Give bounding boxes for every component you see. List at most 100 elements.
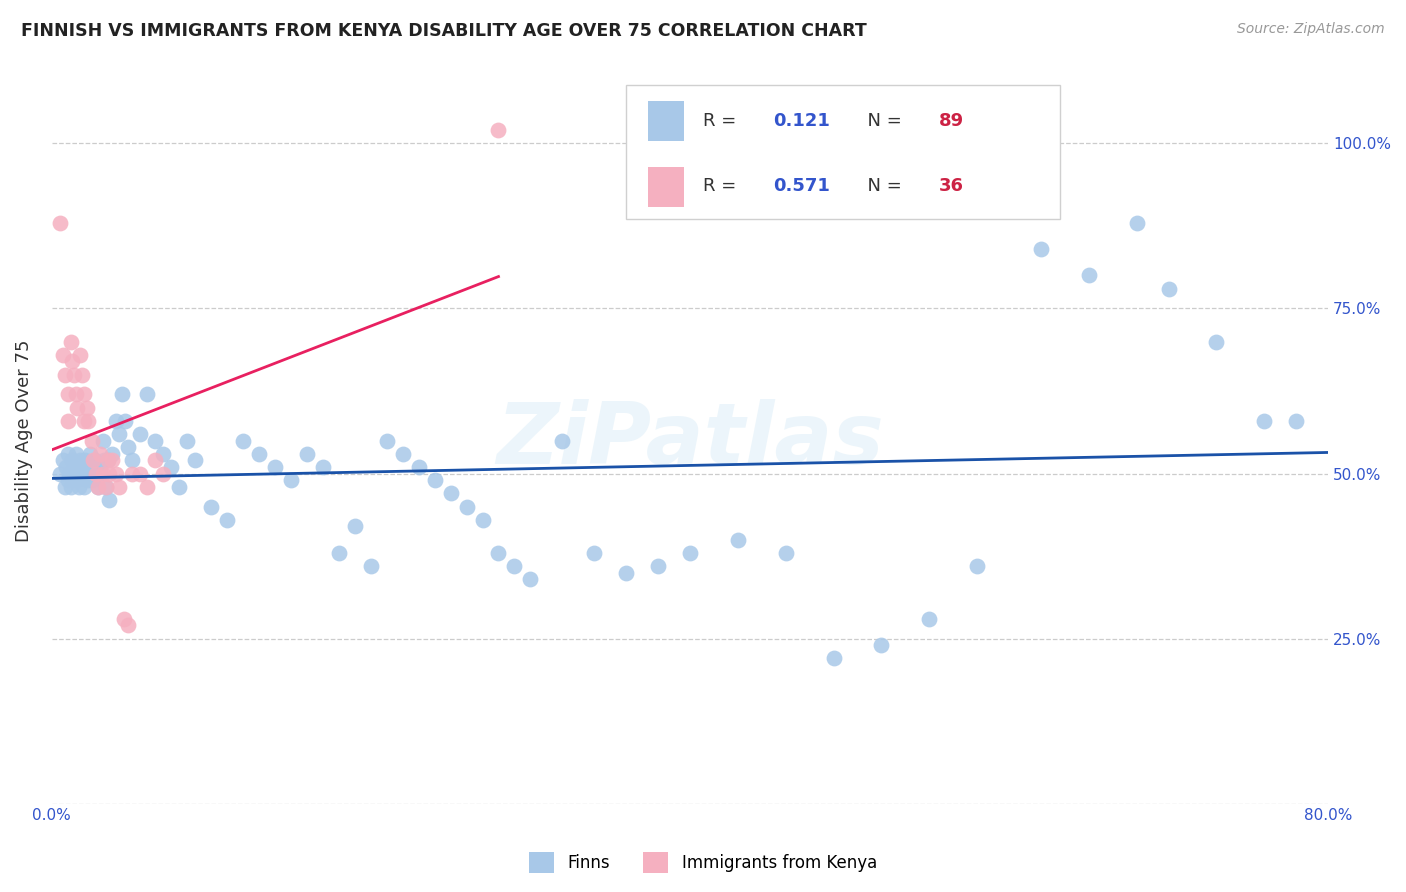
Point [56, 473, 79, 487]
Text: FINNISH VS IMMIGRANTS FROM KENYA DISABILITY AGE OVER 75 CORRELATION CHART: FINNISH VS IMMIGRANTS FROM KENYA DISABIL… [21, 22, 868, 40]
Point [152, 467, 174, 481]
Point [89, 447, 111, 461]
Point [63, 459, 86, 474]
Point [1029, 242, 1052, 256]
Point [488, 123, 510, 137]
Point [1253, 414, 1275, 428]
Point [79, 447, 101, 461]
Point [97, 453, 120, 467]
Point [583, 546, 606, 560]
Point [87, 480, 110, 494]
Point [439, 486, 461, 500]
Point [48, 467, 70, 481]
Point [66, 467, 89, 481]
Point [53, 368, 76, 382]
Point [104, 414, 127, 428]
Point [56, 447, 79, 461]
Point [112, 612, 135, 626]
Point [360, 558, 382, 573]
Point [117, 618, 139, 632]
Point [488, 546, 510, 560]
Point [128, 426, 150, 441]
Point [391, 447, 413, 461]
Point [73, 414, 96, 428]
Point [471, 513, 494, 527]
Point [145, 453, 167, 467]
Point [82, 453, 104, 467]
Point [65, 387, 87, 401]
Point [98, 492, 121, 507]
Point [519, 572, 541, 586]
Point [823, 651, 845, 665]
Point [69, 453, 91, 467]
Point [456, 500, 478, 514]
Point [117, 440, 139, 454]
Text: N =: N = [856, 178, 907, 195]
Point [966, 558, 988, 573]
Point [53, 480, 76, 494]
Point [73, 467, 96, 481]
Point [86, 467, 108, 481]
FancyBboxPatch shape [626, 85, 1060, 219]
Point [91, 434, 114, 448]
Point [152, 447, 174, 461]
Point [55, 459, 77, 474]
Point [679, 546, 702, 560]
Point [63, 368, 86, 382]
Point [423, 473, 446, 487]
Point [82, 473, 104, 487]
Point [48, 216, 70, 230]
Point [52, 453, 75, 467]
Point [775, 546, 797, 560]
Point [136, 387, 159, 401]
Text: 0.121: 0.121 [773, 112, 830, 130]
Point [107, 426, 129, 441]
Point [1205, 334, 1227, 349]
Point [89, 459, 111, 474]
Point [58, 467, 80, 481]
Point [614, 566, 637, 580]
Point [98, 467, 121, 481]
Text: Source: ZipAtlas.com: Source: ZipAtlas.com [1237, 22, 1385, 37]
Point [217, 513, 239, 527]
Point [101, 453, 124, 467]
Point [70, 459, 93, 474]
FancyBboxPatch shape [648, 167, 683, 207]
Point [89, 467, 111, 481]
Point [343, 519, 366, 533]
Point [80, 467, 103, 481]
Point [136, 480, 159, 494]
Point [727, 533, 749, 547]
FancyBboxPatch shape [648, 102, 683, 141]
Point [73, 480, 96, 494]
Point [232, 434, 254, 448]
Point [312, 459, 335, 474]
Point [1157, 282, 1180, 296]
Text: 36: 36 [939, 178, 965, 195]
Text: ZiPatlas: ZiPatlas [496, 399, 884, 482]
Point [62, 354, 84, 368]
Point [1125, 216, 1147, 230]
Point [280, 473, 302, 487]
Y-axis label: Disability Age Over 75: Disability Age Over 75 [15, 339, 32, 541]
Point [328, 546, 350, 560]
Point [176, 434, 198, 448]
Point [408, 459, 430, 474]
Point [128, 467, 150, 481]
Point [75, 453, 97, 467]
Point [66, 401, 89, 415]
Point [160, 459, 183, 474]
Point [76, 401, 98, 415]
Point [52, 348, 75, 362]
Point [169, 480, 191, 494]
Point [86, 467, 108, 481]
Point [247, 447, 270, 461]
Point [114, 414, 136, 428]
Point [918, 612, 941, 626]
Point [375, 434, 398, 448]
Text: N =: N = [856, 112, 907, 130]
Text: R =: R = [703, 178, 742, 195]
Text: 89: 89 [939, 112, 965, 130]
Point [264, 459, 287, 474]
Point [184, 453, 207, 467]
